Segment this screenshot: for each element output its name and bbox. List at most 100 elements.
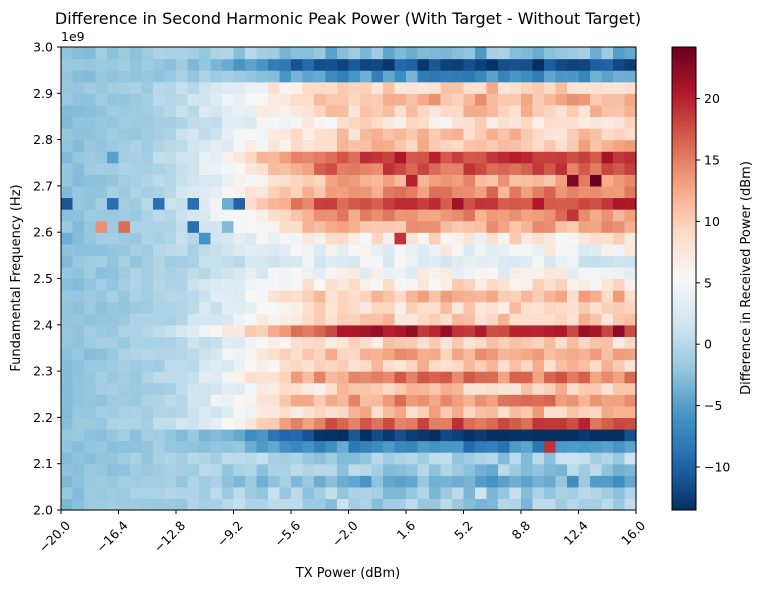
heatmap-cell [118, 232, 131, 245]
heatmap-cell [394, 197, 407, 210]
heatmap-cell [187, 174, 200, 187]
heatmap-cell [601, 301, 614, 314]
heatmap-cell [141, 58, 154, 71]
heatmap-cell [61, 440, 74, 453]
heatmap-cell [95, 243, 108, 256]
heatmap-cell [222, 209, 235, 222]
heatmap-cell [95, 371, 108, 384]
heatmap-cell [624, 266, 637, 280]
heatmap-cell [613, 70, 626, 83]
heatmap-cell [107, 209, 120, 222]
heatmap-cell [429, 220, 442, 233]
heatmap-cell [544, 209, 557, 222]
heatmap-cell [613, 128, 626, 141]
heatmap-cell [417, 151, 430, 164]
heatmap-cell [452, 405, 465, 418]
heatmap-cell [199, 394, 212, 407]
heatmap-cell [544, 128, 557, 141]
heatmap-cell [406, 243, 419, 256]
heatmap-cell [521, 243, 534, 256]
heatmap-cell [555, 104, 568, 118]
heatmap-cell [429, 185, 442, 199]
heatmap-cell [394, 452, 407, 465]
heatmap-cell [555, 81, 568, 94]
heatmap-cell [463, 313, 476, 326]
heatmap-cell [95, 47, 108, 60]
heatmap-cell [61, 93, 74, 106]
heatmap-cell [532, 486, 545, 500]
heatmap-cell [187, 336, 200, 349]
heatmap-cell [578, 174, 591, 187]
heatmap-cell [578, 371, 591, 384]
heatmap-cell [256, 301, 269, 314]
heatmap-cell [463, 324, 476, 337]
heatmap-cell [256, 47, 269, 60]
heatmap-cell [406, 47, 419, 60]
heatmap-cell [176, 151, 189, 164]
heatmap-cell [337, 405, 350, 418]
heatmap-cell [371, 220, 384, 233]
heatmap-cell [452, 93, 465, 106]
heatmap-cell [567, 463, 580, 476]
heatmap-cell [544, 139, 557, 152]
heatmap-cell [291, 324, 304, 337]
heatmap-cell [256, 290, 269, 303]
heatmap-cell [337, 151, 350, 164]
heatmap-cell [429, 93, 442, 106]
heatmap-cell [613, 232, 626, 245]
heatmap-cell [130, 266, 143, 280]
heatmap-cell [314, 301, 327, 314]
heatmap-cell [601, 209, 614, 222]
heatmap-cell [475, 371, 488, 384]
heatmap-cell [475, 128, 488, 141]
heatmap-cell [222, 417, 235, 430]
heatmap-cell [590, 58, 603, 71]
heatmap-cell [498, 243, 511, 256]
heatmap-cell [107, 498, 120, 511]
heatmap-cell [210, 371, 223, 384]
heatmap-cell [199, 371, 212, 384]
heatmap-cell [95, 324, 108, 337]
heatmap-cell [624, 394, 637, 407]
heatmap-cell [555, 324, 568, 337]
heatmap-cell [613, 47, 626, 60]
heatmap-cell [210, 139, 223, 152]
heatmap-cell [383, 58, 396, 71]
y-axis-label: Fundamental Frequency (Hz) [9, 184, 24, 371]
heatmap-cell [302, 174, 315, 187]
heatmap-cell [601, 151, 614, 164]
heatmap-cell [314, 162, 327, 175]
heatmap-cell [567, 336, 580, 349]
heatmap-cell [153, 313, 166, 326]
heatmap-cell [463, 440, 476, 453]
heatmap-cell [291, 405, 304, 418]
heatmap-cell [452, 486, 465, 500]
heatmap-cell [245, 128, 258, 141]
heatmap-cell [141, 417, 154, 430]
heatmap-cell [371, 382, 384, 395]
heatmap-cell [72, 290, 85, 303]
heatmap-cell [417, 58, 430, 71]
heatmap-cell [532, 162, 545, 175]
heatmap-cell [578, 428, 591, 442]
heatmap-cell [486, 359, 499, 372]
heatmap-cell [555, 347, 568, 361]
heatmap-cell [233, 70, 246, 83]
heatmap-cell [624, 440, 637, 453]
heatmap-cell [325, 313, 338, 326]
heatmap-cell [210, 440, 223, 453]
heatmap-cell [394, 162, 407, 175]
heatmap-cell [544, 220, 557, 233]
heatmap-cell [567, 197, 580, 210]
heatmap-cell [107, 313, 120, 326]
heatmap-cell [360, 209, 373, 222]
heatmap-cell [245, 428, 258, 442]
heatmap-cell [475, 486, 488, 500]
heatmap-cell [268, 47, 281, 60]
heatmap-cell [624, 405, 637, 418]
heatmap-cell [141, 116, 154, 129]
heatmap-cell [95, 185, 108, 199]
heatmap-cell [463, 128, 476, 141]
heatmap-cell [624, 162, 637, 175]
heatmap-cell [176, 197, 189, 210]
